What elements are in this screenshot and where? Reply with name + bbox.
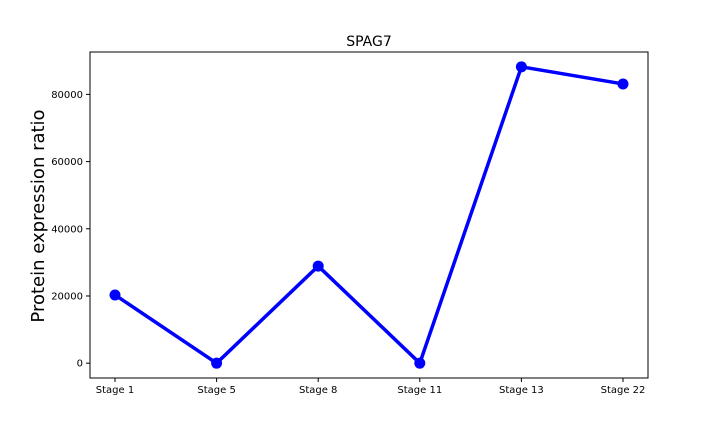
series-line bbox=[114, 65, 624, 365]
data-point bbox=[109, 289, 121, 301]
plot-frame bbox=[89, 51, 649, 379]
x-tick-label: Stage 13 bbox=[499, 385, 544, 396]
data-point bbox=[515, 61, 527, 73]
data-point bbox=[312, 260, 324, 272]
data-point bbox=[617, 78, 629, 90]
y-tick-label: 40000 bbox=[51, 224, 83, 235]
x-tick-label: Stage 1 bbox=[96, 385, 134, 396]
chart-title: SPAG7 bbox=[346, 34, 392, 50]
x-tick-label: Stage 8 bbox=[299, 385, 337, 396]
x-tick-label: Stage 5 bbox=[197, 385, 235, 396]
y-tick-label: 20000 bbox=[51, 291, 83, 302]
y-tick-label: 80000 bbox=[51, 90, 83, 101]
y-axis-label: Protein expression ratio bbox=[28, 109, 49, 322]
y-tick-label: 0 bbox=[77, 359, 83, 370]
y-axis-ticks: 0 20000 40000 60000 80000 bbox=[51, 90, 90, 370]
y-tick-label: 60000 bbox=[51, 157, 83, 168]
plot-area bbox=[109, 61, 629, 369]
x-tick-label: Stage 11 bbox=[397, 385, 442, 396]
data-point bbox=[211, 357, 223, 369]
data-point bbox=[414, 357, 426, 369]
x-axis-ticks: Stage 1 Stage 5 Stage 8 Stage 11 Stage 13 Sta… bbox=[96, 378, 646, 396]
x-tick-label: Stage 22 bbox=[601, 385, 646, 396]
